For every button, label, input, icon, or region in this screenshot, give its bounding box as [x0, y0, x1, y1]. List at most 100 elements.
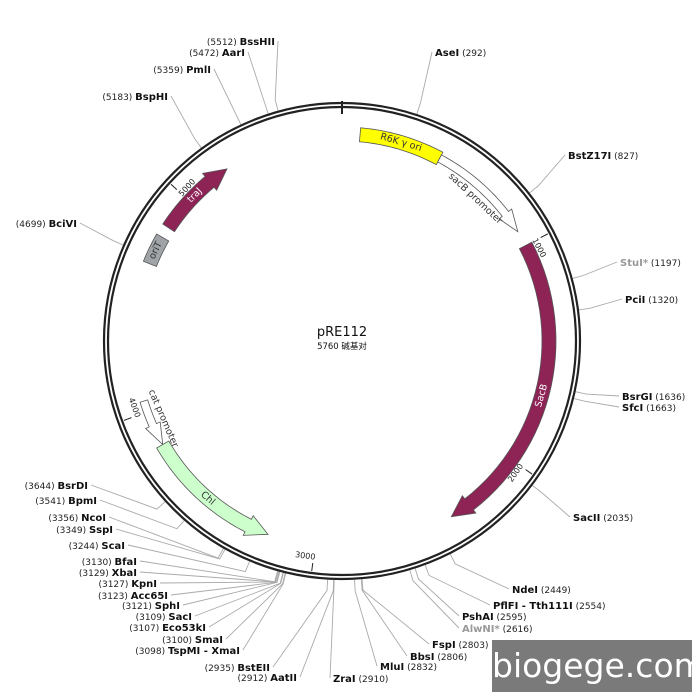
enzyme-site-label[interactable]: (5359) PmlI — [153, 65, 211, 76]
enzyme-leader-line — [578, 298, 623, 311]
enzyme-site-label[interactable]: (3349) SspI — [56, 525, 113, 536]
enzyme-name: MluI — [380, 662, 404, 673]
feature-orit[interactable] — [142, 233, 170, 268]
enzyme-site-label[interactable]: BbsI (2806) — [410, 652, 467, 663]
enzyme-name: BspHI — [135, 92, 168, 103]
enzyme-name: AlwNI* — [462, 624, 500, 635]
enzyme-position: (1663) — [643, 404, 676, 414]
enzyme-position: (2832) — [404, 663, 437, 673]
enzyme-site-label[interactable]: (3644) BsrDI — [25, 481, 88, 492]
enzyme-site-label[interactable]: PflFI - Tth111I (2554) — [493, 601, 606, 612]
feature-traj[interactable] — [162, 168, 228, 233]
enzyme-position: (3098) — [135, 647, 168, 657]
enzyme-position: (2035) — [600, 514, 633, 524]
enzyme-name: SspI — [89, 525, 113, 536]
enzyme-site-label[interactable]: (3107) Eco53kI — [129, 623, 206, 634]
enzyme-site-label[interactable]: AlwNI* (2616) — [462, 624, 533, 635]
feature-r6k-ori[interactable] — [358, 127, 444, 166]
enzyme-name: BsrDI — [57, 481, 88, 492]
enzyme-site-label[interactable]: (5183) BspHI — [102, 92, 168, 103]
enzyme-leader-line — [573, 398, 620, 408]
enzyme-site-label[interactable]: (3129) XbaI — [79, 568, 137, 579]
enzyme-position: (2595) — [494, 613, 527, 623]
enzyme-leader-line — [242, 573, 287, 651]
enzyme-position: (3541) — [35, 497, 68, 507]
enzyme-position: (2803) — [456, 641, 489, 651]
enzyme-site-label[interactable]: MluI (2832) — [380, 662, 437, 673]
enzyme-site-label[interactable]: (2935) BstEII — [205, 663, 270, 674]
enzyme-name: BpmI — [68, 496, 97, 507]
enzyme-position: (3349) — [56, 526, 89, 536]
enzyme-site-label[interactable]: (3130) BfaI — [82, 557, 137, 568]
enzyme-leader-line — [529, 154, 566, 194]
enzyme-site-label[interactable]: (5512) BssHII — [207, 37, 275, 48]
feature-sacb-promoter[interactable] — [437, 154, 519, 233]
enzyme-position: (1197) — [648, 259, 681, 269]
enzyme-name: BstZ17I — [568, 151, 611, 162]
enzyme-leader-line — [127, 544, 250, 573]
tick-mark — [540, 233, 549, 239]
enzyme-site-label[interactable]: NdeI (2449) — [512, 585, 571, 596]
enzyme-name: PflFI - Tth111I — [493, 601, 573, 612]
enzyme-site-label[interactable]: BstZ17I (827) — [568, 151, 638, 162]
enzyme-site-label[interactable]: (3109) SacI — [136, 612, 192, 623]
feature-sacb[interactable] — [450, 241, 557, 518]
enzyme-name: TspMI - XmaI — [168, 646, 240, 657]
enzyme-position: (3127) — [98, 580, 131, 590]
enzyme-name: StuI* — [620, 258, 649, 269]
enzyme-site-label[interactable]: StuI* (1197) — [620, 258, 681, 269]
enzyme-site-label[interactable]: (3244) ScaI — [69, 541, 125, 552]
enzyme-site-label[interactable]: FspI (2803) — [432, 640, 488, 651]
enzyme-site-label[interactable]: SfcI (1663) — [622, 403, 676, 414]
enzyme-leader-line — [182, 571, 281, 606]
enzyme-site-label[interactable]: (3541) BpmI — [35, 496, 97, 507]
enzyme-leader-line — [272, 579, 329, 668]
enzyme-site-label[interactable]: BsrGI (1636) — [622, 392, 685, 403]
enzyme-position: (3244) — [69, 542, 102, 552]
feature-chl[interactable] — [156, 440, 269, 536]
tick-mark — [170, 183, 178, 191]
enzyme-name: KpnI — [131, 579, 157, 590]
enzyme-name: SacII — [573, 513, 600, 524]
enzyme-name: FspI — [432, 640, 456, 651]
backbone-outer-ring — [102, 101, 582, 581]
enzyme-site-label[interactable]: (3098) TspMI - XmaI — [135, 646, 240, 657]
enzyme-site-label[interactable]: SacII (2035) — [573, 513, 633, 524]
enzyme-position: (1320) — [645, 296, 678, 306]
enzyme-site-label[interactable]: (2912) AatII — [237, 673, 297, 684]
tick-mark — [311, 563, 314, 572]
enzyme-name: AarI — [222, 48, 245, 59]
enzyme-name: BbsI — [410, 652, 434, 663]
enzyme-position: (3123) — [98, 592, 131, 602]
enzyme-name: ZraI — [333, 674, 356, 685]
enzyme-position: (5472) — [189, 49, 222, 59]
plasmid-size: 5760 碱基对 — [317, 341, 367, 352]
enzyme-position: (3129) — [79, 569, 112, 579]
enzyme-leader-line — [354, 579, 378, 667]
enzyme-site-label[interactable]: (3127) KpnI — [98, 579, 157, 590]
enzyme-name: PshAI — [462, 612, 494, 623]
enzyme-leader-line — [225, 573, 286, 640]
enzyme-site-label[interactable]: ZraI (2910) — [333, 674, 388, 685]
enzyme-site-label[interactable]: PciI (1320) — [625, 295, 678, 306]
enzyme-name: NcoI — [81, 513, 106, 524]
enzyme-leader-line — [274, 40, 279, 111]
enzyme-site-label[interactable]: (5472) AarI — [189, 48, 245, 59]
enzyme-position: (3121) — [122, 602, 155, 612]
enzyme-leader-line — [572, 261, 618, 279]
enzyme-site-label[interactable]: (4699) BciVI — [16, 219, 77, 230]
enzyme-position: (3109) — [136, 613, 169, 623]
enzyme-name: Eco53kI — [162, 623, 206, 634]
enzyme-name: SphI — [155, 601, 180, 612]
enzyme-site-label[interactable]: (3123) Acc65I — [98, 591, 168, 602]
enzyme-position: (5183) — [102, 93, 135, 103]
enzyme-site-label[interactable]: AseI (292) — [435, 48, 486, 59]
enzyme-site-label[interactable]: (3100) SmaI — [162, 635, 223, 646]
enzyme-site-label[interactable]: (3121) SphI — [122, 601, 180, 612]
feature-cat-promoter[interactable] — [139, 399, 164, 446]
enzyme-site-label[interactable]: (3356) NcoI — [48, 513, 106, 524]
enzyme-name: BfaI — [115, 557, 137, 568]
enzyme-site-label[interactable]: PshAI (2595) — [462, 612, 526, 623]
